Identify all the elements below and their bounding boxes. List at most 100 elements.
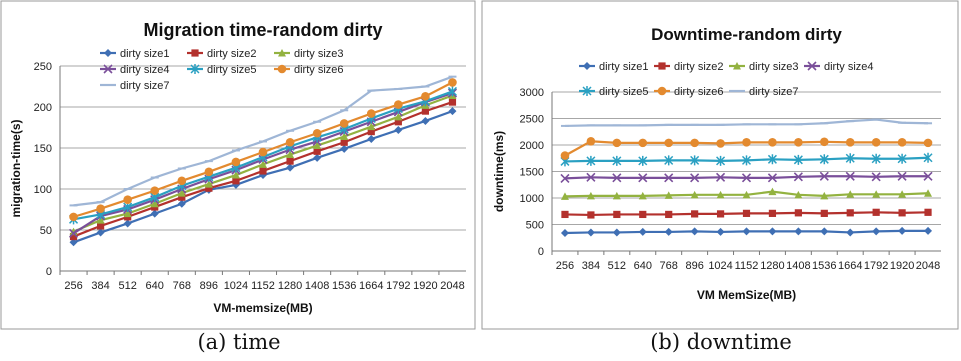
data-point <box>150 199 159 208</box>
legend-label: dirty size4 <box>824 61 874 73</box>
data-point <box>872 208 880 216</box>
data-point <box>339 119 349 128</box>
data-point <box>923 171 933 181</box>
legend-item: dirty size4 <box>100 64 170 76</box>
data-point <box>742 190 751 199</box>
chart-panel-time: Migration time-random dirty 0 50 100 150 200 2… <box>0 0 478 361</box>
data-point <box>716 155 726 166</box>
legend-item: dirty size7 <box>100 80 170 92</box>
data-point <box>664 155 674 166</box>
data-point <box>394 100 403 109</box>
data-point <box>586 155 596 166</box>
series-2 <box>561 208 932 219</box>
series-7 <box>69 75 457 207</box>
data-point <box>612 228 621 237</box>
data-point <box>204 180 213 188</box>
data-point <box>560 228 569 237</box>
data-point <box>150 186 160 195</box>
data-point <box>340 132 349 141</box>
data-point <box>560 192 569 200</box>
data-point <box>586 191 595 200</box>
data-point <box>204 167 214 177</box>
data-point <box>924 208 932 216</box>
y-tick-label: 50 <box>40 225 52 237</box>
x-tick-label: 512 <box>608 260 626 272</box>
legend: dirty size1 dirty size2 dirty size3 dirty s… <box>579 61 874 98</box>
y-tick-label: 1500 <box>520 167 544 179</box>
data-point <box>716 190 725 199</box>
data-point <box>768 187 777 196</box>
legend-marker <box>658 62 666 70</box>
x-tick-label: 640 <box>146 280 164 292</box>
y-tick-label: 100 <box>34 184 52 196</box>
data-point <box>664 138 673 148</box>
data-point <box>259 160 267 168</box>
data-point <box>367 122 376 131</box>
data-point <box>923 138 933 148</box>
data-point <box>612 191 621 200</box>
legend-label: dirty size3 <box>749 61 799 73</box>
data-point <box>285 137 295 147</box>
y-axis-label: migration-time(s) <box>9 119 23 217</box>
legend-marker <box>278 49 286 57</box>
legend-label: dirty size5 <box>207 64 257 76</box>
y-tick-label: 500 <box>526 220 544 232</box>
legend-marker <box>191 49 199 57</box>
x-tick-label: 384 <box>582 260 600 272</box>
data-point <box>231 171 240 179</box>
data-point <box>313 147 321 155</box>
data-point <box>638 191 647 200</box>
x-tick-label: 1408 <box>305 280 329 292</box>
data-point <box>97 222 105 230</box>
x-tick-label: 1152 <box>735 260 759 272</box>
y-tick-label: 2000 <box>520 140 544 152</box>
data-point <box>313 141 322 150</box>
data-point <box>367 128 375 136</box>
data-point <box>613 210 621 219</box>
data-point <box>767 154 777 165</box>
x-tick-label: 2048 <box>440 280 464 292</box>
data-point <box>846 209 854 217</box>
data-point <box>820 191 829 200</box>
legend-item: dirty size2 <box>654 61 724 73</box>
data-point <box>664 173 674 183</box>
series-7 <box>560 118 933 128</box>
legend-marker <box>103 64 113 74</box>
x-tick-label: 768 <box>173 280 191 292</box>
x-axis-label: VM MemSize(MB) <box>697 288 796 302</box>
data-point <box>586 228 595 237</box>
data-point <box>742 227 751 236</box>
legend-label: dirty size5 <box>599 86 649 98</box>
legend-label: dirty size3 <box>294 48 344 60</box>
legend-item: dirty size4 <box>804 61 874 73</box>
y-tick-label: 150 <box>34 143 52 155</box>
data-point <box>820 227 829 236</box>
x-tick-label: 1408 <box>786 260 810 272</box>
data-point <box>742 138 751 147</box>
data-point <box>845 138 855 147</box>
data-point <box>69 232 78 241</box>
data-point <box>691 210 699 218</box>
x-tick-label: 1152 <box>251 280 275 292</box>
x-tick-label: 768 <box>660 260 678 272</box>
x-tick-label: 1920 <box>413 280 437 292</box>
data-point <box>560 151 570 160</box>
x-tick-label: 2048 <box>916 260 940 272</box>
data-point <box>638 173 648 183</box>
data-point <box>394 112 403 121</box>
data-point <box>177 189 186 197</box>
legend-item: dirty size6 <box>274 64 344 76</box>
data-point <box>794 227 803 236</box>
chart-migration-time: Migration time-random dirty 0 50 100 150 200 2… <box>0 0 476 330</box>
series-6 <box>69 78 457 222</box>
y-tick-label: 0 <box>538 246 544 258</box>
series-3 <box>560 187 933 200</box>
data-point <box>897 153 907 164</box>
data-point <box>690 155 700 166</box>
legend-label: dirty size2 <box>674 61 724 73</box>
data-point <box>924 189 933 197</box>
data-point <box>177 176 187 186</box>
data-point <box>819 171 829 181</box>
data-point <box>612 155 622 166</box>
y-tick-label: 0 <box>46 266 52 278</box>
